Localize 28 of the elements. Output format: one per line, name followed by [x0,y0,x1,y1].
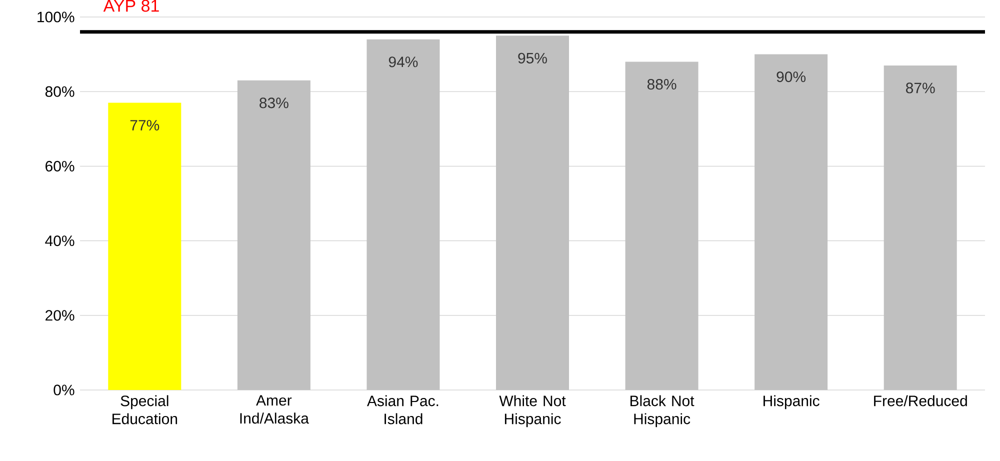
data-label: 83% [260,98,288,108]
bar [496,36,570,390]
data-label: 87% [906,82,935,94]
bar [108,102,182,390]
y-tick-label: 60% [46,160,74,172]
bar [237,80,310,390]
y-tick-label: 80% [45,86,74,97]
bar [625,62,698,390]
data-label: 95% [518,52,547,64]
y-tick-label: 0% [54,384,74,396]
x-tick-label: Asian Pac. Island [366,395,438,424]
x-tick-label: White Not Hispanic [499,395,566,428]
bar [884,65,957,390]
y-tick-label: 100% [38,12,74,22]
data-label: 88% [647,78,676,90]
bar [754,54,828,390]
ref-line-label: AYP 81 [103,0,159,12]
x-tick-label: Special Education [112,395,178,424]
x-tick-label: Amer Ind/Alaska [240,395,309,424]
x-tick-label: Black Not Hispanic [630,395,694,428]
data-label: 94% [388,56,418,68]
bar [366,39,440,390]
data-label: 77% [130,120,160,130]
y-tick-label: 40% [45,235,74,246]
x-tick-label: Free/Reduced [874,395,967,406]
x-tick-label: Hispanic [764,395,820,410]
y-tick-label: 20% [46,310,74,321]
data-label: 90% [776,71,806,82]
